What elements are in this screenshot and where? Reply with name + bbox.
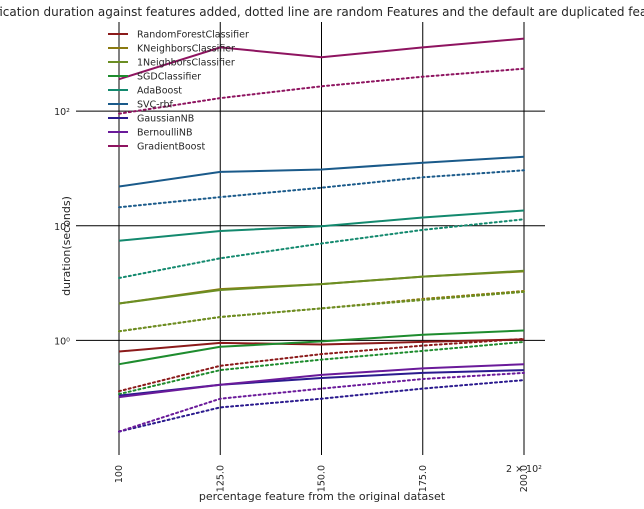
legend: RandomForestClassifier KNeighborsClassifi… [108,30,249,153]
x-axis-label: percentage feature from the original dat… [199,490,446,503]
x-offset-label: 2 × 10² [506,464,542,475]
series-line-random [118,169,525,209]
series-line-random [118,379,525,433]
legend-label: GaussianNB [137,114,194,125]
series-line-duplicated [118,269,525,305]
legend-label: BernoulliNB [137,128,193,139]
legend-label: SGDClassifier [137,72,201,83]
series-line-random [118,371,525,433]
x-tick-label: 175.0 [418,465,429,492]
series-line-random [118,290,525,333]
series-line-duplicated [118,37,525,81]
series-line-random [118,67,525,115]
series-line-duplicated [118,338,525,353]
legend-label: SVC-rbf [137,100,174,111]
y-axis-label: duration(seconds) [60,196,73,296]
chart-title: classification duration against features… [0,5,644,19]
series-line-random [118,218,525,279]
series-line-random [118,290,525,333]
series-line-duplicated [118,363,525,399]
x-tick-label: 150.0 [317,465,328,492]
legend-label: AdaBoost [137,86,182,97]
series-lines [118,37,525,433]
legend-label: 1NeighborsClassifier [137,58,235,69]
x-tick-label: 100 [114,465,125,483]
grid [76,22,545,455]
series-line-duplicated [118,329,525,366]
series-line-random [118,340,525,396]
legend-label: KNeighborsClassifier [137,44,235,55]
y-tick-label: 10⁰ [54,336,70,347]
y-tick-labels: 10⁰ 10¹ 10² [54,107,70,347]
x-tick-label: 200.0 [519,465,530,492]
legend-label: RandomForestClassifier [137,30,249,41]
series-line-duplicated [118,209,525,242]
series-line-random [118,337,525,393]
y-tick-label: 10¹ [54,222,70,233]
y-tick-label: 10² [54,107,70,118]
x-tick-label: 125.0 [215,465,226,492]
series-line-duplicated [118,155,525,188]
x-tick-labels: 100 125.0 150.0 175.0 200.0 [114,465,530,492]
legend-label: GradientBoost [137,142,205,153]
